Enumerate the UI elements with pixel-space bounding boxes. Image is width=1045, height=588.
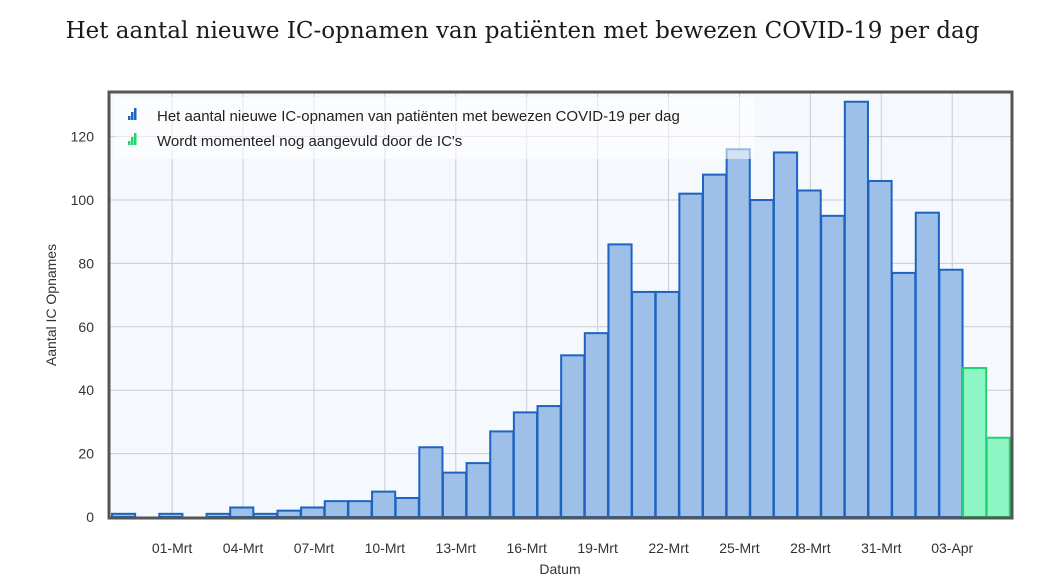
bar[interactable]	[300, 506, 326, 518]
bar[interactable]	[418, 446, 444, 519]
bar-chart-icon	[128, 133, 137, 145]
x-tick-label: 22-Mrt	[648, 540, 689, 556]
x-axis-title: Datum	[539, 561, 580, 577]
bar[interactable]	[702, 173, 728, 518]
legend-item[interactable]: Wordt momenteel nog aangevuld door de IC…	[128, 133, 462, 150]
bar[interactable]	[276, 509, 302, 519]
bar[interactable]	[772, 151, 799, 518]
y-tick-label: 80	[78, 255, 94, 271]
legend-label: Het aantal nieuwe IC-opnamen van patiënt…	[157, 108, 680, 125]
bar[interactable]	[938, 268, 964, 518]
bar-chart-icon	[128, 108, 137, 120]
bar-pending[interactable]	[962, 367, 988, 519]
bar-pending[interactable]	[985, 436, 1011, 518]
x-tick-label: 28-Mrt	[790, 540, 831, 556]
legend-label: Wordt momenteel nog aangevuld door de IC…	[157, 133, 462, 150]
x-tick-label: 16-Mrt	[506, 540, 547, 556]
x-tick-label: 01-Mrt	[152, 540, 193, 556]
bar[interactable]	[560, 354, 586, 518]
bar[interactable]	[631, 290, 657, 518]
bar[interactable]	[891, 271, 917, 518]
y-tick-label: 40	[78, 382, 94, 398]
y-tick-label: 100	[71, 192, 95, 208]
legend-item[interactable]: Het aantal nieuwe IC-opnamen van patiënt…	[128, 108, 680, 125]
bar[interactable]	[820, 214, 846, 518]
bar[interactable]	[749, 199, 775, 518]
x-tick-label: 10-Mrt	[365, 540, 406, 556]
x-tick-label: 31-Mrt	[861, 540, 902, 556]
bar[interactable]	[323, 500, 349, 518]
y-tick-label: 60	[78, 319, 94, 335]
bar[interactable]	[678, 192, 704, 518]
bar[interactable]	[512, 411, 539, 519]
bar[interactable]	[796, 189, 822, 519]
bar[interactable]	[465, 462, 491, 518]
x-tick-label: 04-Mrt	[223, 540, 264, 556]
bar[interactable]	[347, 500, 373, 518]
bar[interactable]	[229, 506, 255, 518]
bar[interactable]	[867, 179, 893, 518]
bar[interactable]	[371, 490, 397, 519]
bar[interactable]	[843, 100, 869, 518]
legend-box	[115, 97, 755, 159]
x-tick-label: 07-Mrt	[294, 540, 335, 556]
bar[interactable]	[489, 430, 515, 518]
bar[interactable]	[536, 405, 562, 518]
x-tick-label: 13-Mrt	[436, 540, 477, 556]
bar[interactable]	[394, 496, 420, 519]
bar[interactable]	[654, 290, 680, 518]
bar[interactable]	[607, 243, 633, 518]
bar[interactable]	[725, 148, 751, 518]
bar[interactable]	[914, 211, 940, 518]
y-tick-label: 0	[86, 509, 94, 525]
x-tick-label: 25-Mrt	[719, 540, 760, 556]
chart-title: Het aantal nieuwe IC-opnamen van patiënt…	[65, 18, 980, 44]
bar[interactable]	[441, 471, 468, 518]
y-tick-label: 120	[71, 129, 95, 145]
x-tick-label: 19-Mrt	[577, 540, 618, 556]
plot-frame	[107, 90, 1014, 520]
bar[interactable]	[583, 332, 609, 519]
x-tick-label: 03-Apr	[931, 540, 973, 556]
y-axis-title: Aantal IC Opnames	[43, 244, 59, 366]
y-tick-label: 20	[78, 446, 94, 462]
